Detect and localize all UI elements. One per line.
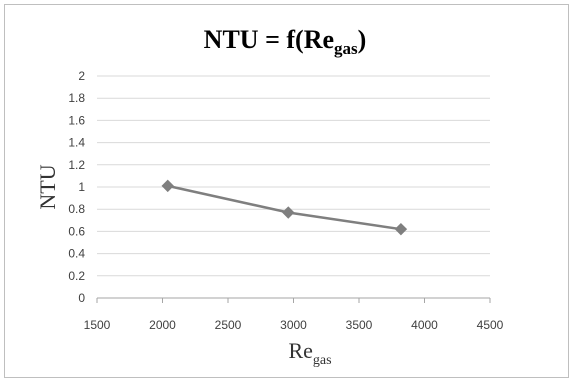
x-axis-title-main: Re: [288, 338, 312, 363]
chart-title-main: NTU = f(Re: [204, 25, 334, 54]
data-point-marker: [161, 179, 174, 193]
chart-frame: [4, 4, 569, 378]
chart-title-subscript: gas: [334, 39, 358, 58]
data-point-marker: [282, 206, 295, 219]
y-tick-labels: 0 0.2 0.4 0.6 0.8 1 1.2 1.4 1.6 1.8 2: [68, 69, 85, 305]
y-tick-label: 0.2: [68, 269, 85, 283]
x-tick-label: 1500: [84, 318, 111, 332]
y-tick-label: 1.4: [68, 136, 85, 150]
series-layer: [161, 179, 408, 236]
x-tick-label: 3500: [346, 318, 373, 332]
x-tick-label: 3000: [280, 318, 307, 332]
x-tick-label: 4000: [411, 318, 438, 332]
series-line: [167, 184, 402, 231]
y-tick-label: 1.8: [68, 91, 85, 105]
y-tick-label: 0.8: [68, 202, 85, 216]
x-axis-title: Regas: [288, 338, 331, 368]
x-tick-labels: 1500 2000 2500 3000 3500 4000 4500: [84, 318, 504, 332]
y-tick-label: 1: [78, 180, 85, 194]
y-tick-label: 0: [78, 291, 85, 305]
y-tick-label: 0.4: [68, 247, 85, 261]
svg-text:NTU = f(Regas): NTU = f(Regas): [204, 25, 367, 58]
axis-layer: [96, 297, 491, 303]
y-tick-label: 0.6: [68, 224, 85, 238]
y-tick-label: 2: [78, 69, 85, 83]
grid-layer: [97, 75, 490, 277]
y-tick-label: 1.6: [68, 113, 85, 127]
x-tick-label: 4500: [477, 318, 504, 332]
y-axis-title: NTU: [35, 164, 60, 209]
y-tick-label: 1.2: [68, 158, 85, 172]
x-tick-label: 2000: [149, 318, 176, 332]
x-tick-label: 2500: [215, 318, 242, 332]
chart-title-close: ): [358, 25, 367, 54]
x-axis-title-subscript: gas: [313, 353, 332, 368]
data-point-marker: [394, 222, 408, 236]
chart-title: NTU = f(Regas): [204, 25, 367, 58]
